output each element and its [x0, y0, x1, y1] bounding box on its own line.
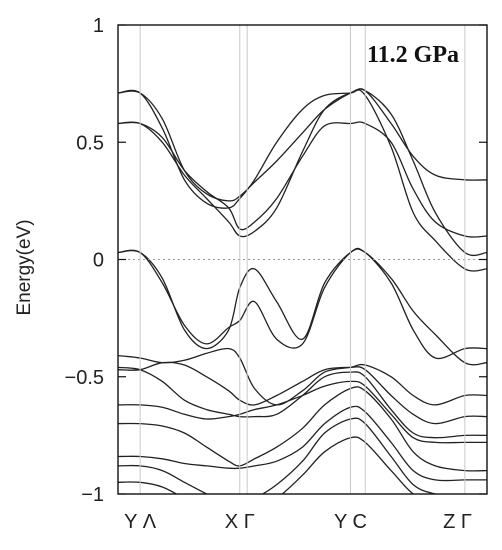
- band-line-2: [118, 121, 487, 238]
- x-tick-label: Y C: [334, 511, 367, 533]
- band-line-6: [118, 247, 487, 360]
- band-line-12: [118, 405, 487, 482]
- x-tick-label: X Γ: [225, 511, 255, 533]
- series-lines: [118, 88, 487, 494]
- y-ticks: 1 0.5 0 −0.5 −1: [65, 15, 487, 506]
- x-tick-label: Y Λ: [124, 511, 157, 533]
- band-line-7: [118, 347, 487, 406]
- band-line-10: [118, 380, 487, 444]
- band-line-4: [118, 88, 487, 257]
- y-axis-title: Energy(eV): [14, 219, 35, 315]
- band-line-8: [118, 361, 487, 425]
- y-tick-label: −1: [81, 484, 104, 506]
- y-tick-label: 0.5: [76, 132, 104, 154]
- y-tick-label: −0.5: [65, 367, 104, 389]
- y-tick-label: 0: [93, 250, 104, 272]
- x-tick-label: Z Γ: [443, 511, 472, 533]
- band-line-5: [118, 248, 487, 366]
- pressure-annotation: 11.2 GPa: [367, 42, 459, 68]
- k-point-lines: [139, 25, 466, 494]
- band-line-9: [118, 366, 487, 439]
- band-line-13: [118, 417, 439, 494]
- band-line-14: [118, 436, 415, 494]
- band-line-11: [118, 386, 487, 472]
- band-line-1: [118, 88, 487, 209]
- y-tick-label: 1: [93, 15, 104, 37]
- band-line-3: [118, 89, 487, 272]
